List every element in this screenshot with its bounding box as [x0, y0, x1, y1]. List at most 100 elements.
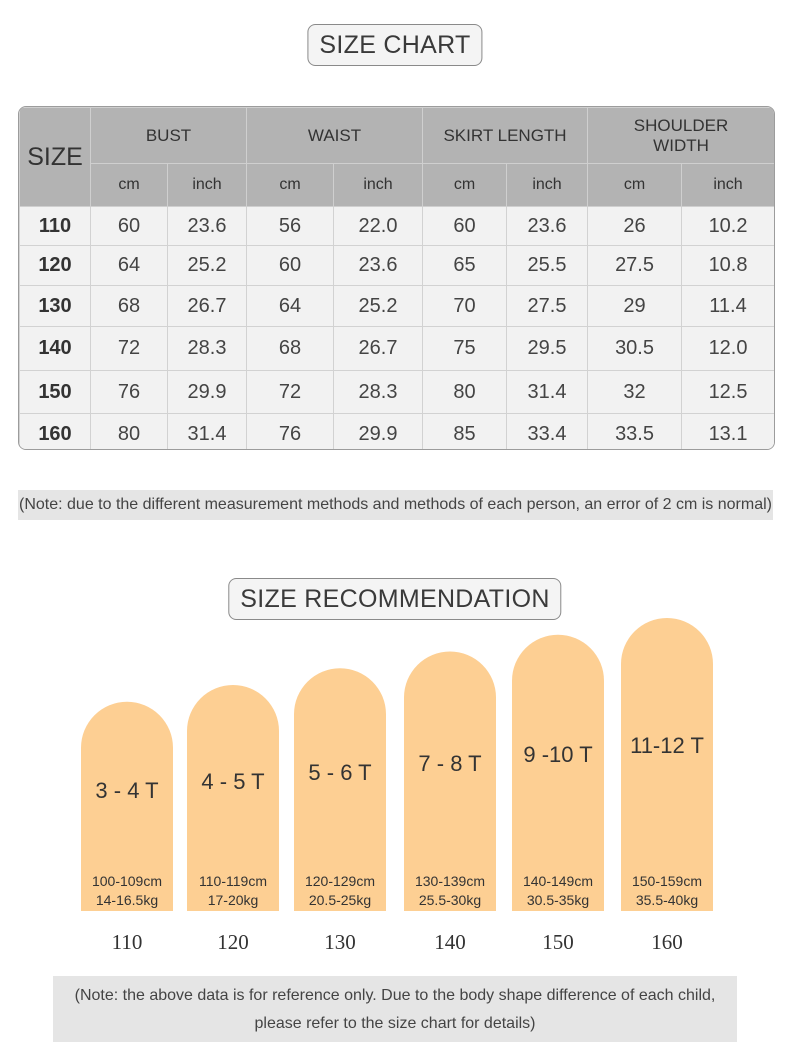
unit-header-cm: cm [587, 163, 683, 207]
recommendation-bar [294, 668, 386, 911]
waist-header: WAIST [245, 107, 424, 164]
shoulder-cm-cell: 30.5 [587, 326, 683, 371]
waist-inch-cell: 25.2 [332, 285, 424, 327]
shoulder-cm-cell: 32 [587, 370, 683, 414]
bust-inch-cell: 25.2 [167, 245, 247, 286]
waist-inch-cell: 23.6 [332, 245, 424, 286]
skirt-inch-cell: 31.4 [506, 370, 589, 414]
bust-cm-cell: 68 [90, 285, 168, 327]
unit-header-inch: inch [506, 163, 589, 207]
bust-inch-cell: 26.7 [167, 285, 247, 327]
waist-cm-cell: 68 [246, 326, 334, 371]
unit-header-cm: cm [90, 163, 168, 207]
bust-header: BUST [90, 107, 247, 164]
size-cell: 140 [19, 326, 91, 371]
skirt-cm-cell: 60 [422, 206, 508, 246]
unit-header-inch: inch [681, 163, 774, 207]
size-label: 150 [542, 930, 574, 954]
bust-cm-cell: 80 [90, 413, 168, 449]
shoulder-width-header-line2: WIDTH [653, 135, 709, 155]
height-range-label: 140-149cm [523, 873, 593, 889]
waist-cm-cell: 56 [246, 206, 334, 246]
shoulder-inch-cell: 12.0 [681, 326, 774, 371]
size-cell: 150 [19, 370, 91, 414]
height-range-label: 130-139cm [415, 873, 485, 889]
bust-inch-cell: 29.9 [167, 370, 247, 414]
bust-cm-cell: 60 [90, 206, 168, 246]
shoulder-inch-cell: 10.2 [681, 206, 774, 246]
waist-inch-cell: 22.0 [332, 206, 424, 246]
size-label: 140 [434, 930, 466, 954]
skirt-length-header: SKIRT LENGTH [422, 107, 589, 164]
size-cell: 130 [19, 285, 91, 327]
table-row: 150 76 29.9 72 28.3 80 31.4 32 12.5 [19, 370, 774, 414]
size-chart-title: SIZE CHART [307, 24, 483, 66]
shoulder-width-header-line1: SHOULDER [633, 115, 729, 135]
unit-header-cm: cm [422, 163, 508, 207]
size-cell: 110 [19, 206, 91, 246]
shoulder-inch-cell: 11.4 [681, 285, 774, 327]
waist-cm-cell: 76 [246, 413, 334, 449]
weight-range-label: 17-20kg [208, 892, 259, 908]
weight-range-label: 30.5-35kg [527, 892, 589, 908]
skirt-inch-cell: 25.5 [506, 245, 589, 286]
size-cell: 120 [19, 245, 91, 286]
weight-range-label: 20.5-25kg [309, 892, 371, 908]
weight-range-label: 25.5-30kg [419, 892, 481, 908]
shoulder-cm-cell: 26 [587, 206, 683, 246]
size-chart-table: SIZE BUST WAIST SKIRT LENGTH SHOULDER WI… [18, 106, 775, 450]
shoulder-cm-cell: 33.5 [587, 413, 683, 449]
skirt-inch-cell: 29.5 [506, 326, 589, 371]
waist-inch-cell: 29.9 [332, 413, 424, 449]
waist-cm-cell: 60 [246, 245, 334, 286]
size-label: 130 [324, 930, 356, 954]
weight-range-label: 35.5-40kg [636, 892, 698, 908]
skirt-cm-cell: 65 [422, 245, 508, 286]
table-row: 120 64 25.2 60 23.6 65 25.5 27.5 10.8 [19, 245, 774, 286]
measurement-note: (Note: due to the different measurement … [18, 490, 773, 520]
recommendation-bar [187, 685, 279, 911]
table-row: 160 80 31.4 76 29.9 85 33.4 33.5 13.1 [19, 413, 774, 449]
weight-range-label: 14-16.5kg [96, 892, 158, 908]
shoulder-inch-cell: 12.5 [681, 370, 774, 414]
height-range-label: 120-129cm [305, 873, 375, 889]
size-cell: 160 [19, 413, 91, 449]
recommendation-bar [404, 651, 496, 911]
skirt-inch-cell: 33.4 [506, 413, 589, 449]
waist-inch-cell: 26.7 [332, 326, 424, 371]
skirt-cm-cell: 75 [422, 326, 508, 371]
table-row: 130 68 26.7 64 25.2 70 27.5 29 11.4 [19, 285, 774, 327]
shoulder-cm-cell: 29 [587, 285, 683, 327]
recommendation-note-line2: please refer to the size chart for detai… [254, 1015, 536, 1032]
shoulder-width-header: SHOULDER WIDTH [587, 107, 774, 164]
size-column-header: SIZE [19, 107, 91, 207]
recommendation-bar [512, 634, 604, 911]
age-range-label: 11-12 T [630, 733, 704, 758]
height-range-label: 100-109cm [92, 873, 162, 889]
waist-cm-cell: 64 [246, 285, 334, 327]
height-range-label: 110-119cm [199, 873, 267, 889]
recommendation-note-line1: (Note: the above data is for reference o… [74, 987, 716, 1004]
shoulder-cm-cell: 27.5 [587, 245, 683, 286]
skirt-inch-cell: 27.5 [506, 285, 589, 327]
bust-inch-cell: 31.4 [167, 413, 247, 449]
bust-inch-cell: 28.3 [167, 326, 247, 371]
skirt-cm-cell: 80 [422, 370, 508, 414]
age-range-label: 4 - 5 T [201, 769, 264, 794]
bust-cm-cell: 76 [90, 370, 168, 414]
size-label: 110 [112, 930, 143, 954]
skirt-cm-cell: 85 [422, 413, 508, 449]
waist-inch-cell: 28.3 [332, 370, 424, 414]
waist-cm-cell: 72 [246, 370, 334, 414]
height-range-label: 150-159cm [632, 873, 702, 889]
unit-header-cm: cm [246, 163, 334, 207]
age-range-label: 9 -10 T [523, 742, 592, 767]
bust-cm-cell: 72 [90, 326, 168, 371]
unit-header-inch: inch [332, 163, 424, 207]
recommendation-bar [621, 618, 713, 911]
bust-inch-cell: 23.6 [167, 206, 247, 246]
size-label: 160 [651, 930, 683, 954]
bust-cm-cell: 64 [90, 245, 168, 286]
skirt-cm-cell: 70 [422, 285, 508, 327]
age-range-label: 3 - 4 T [95, 778, 158, 803]
